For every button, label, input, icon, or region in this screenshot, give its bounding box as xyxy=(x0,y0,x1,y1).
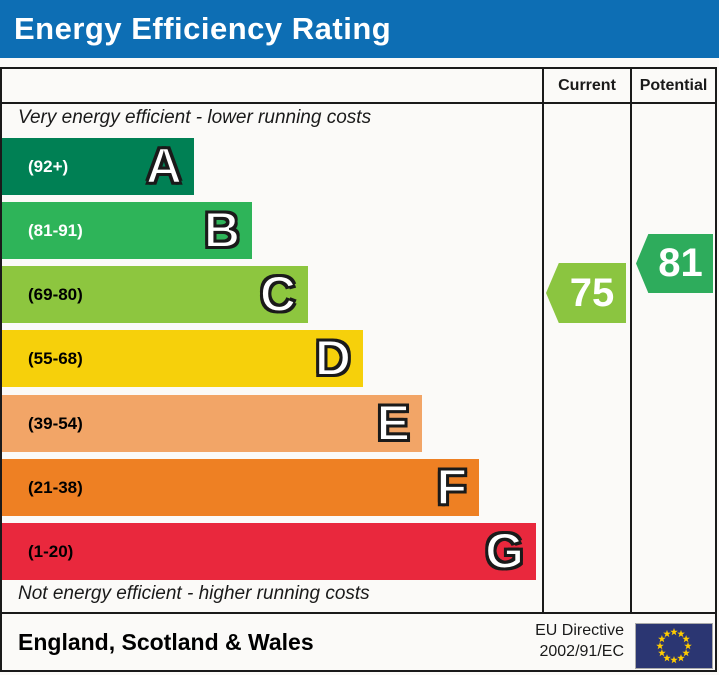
band-d-letter: D xyxy=(314,329,352,387)
potential-rating-arrow: 81 xyxy=(636,234,713,293)
current-column-divider xyxy=(542,69,544,612)
page-title: Energy Efficiency Rating xyxy=(14,11,392,46)
current-rating-arrow: 75 xyxy=(546,263,626,323)
eu-directive-line1: EU Directive xyxy=(535,622,624,639)
potential-column-divider xyxy=(630,69,632,612)
band-c-letter: C xyxy=(259,265,297,323)
band-c-range: (69-80) xyxy=(28,285,83,304)
current-column-header: Current xyxy=(558,77,616,94)
band-f: (21-38) F xyxy=(2,458,479,516)
header-divider xyxy=(2,102,715,104)
current-rating-value: 75 xyxy=(569,270,615,315)
band-f-letter: F xyxy=(435,458,468,516)
band-e-range: (39-54) xyxy=(28,414,83,433)
eu-directive-line2: 2002/91/EC xyxy=(539,643,624,660)
title-bar: Energy Efficiency Rating xyxy=(0,0,719,58)
band-a-range: (92+) xyxy=(28,157,69,176)
band-a-letter: A xyxy=(145,137,183,195)
potential-rating-value: 81 xyxy=(658,241,703,285)
band-e: (39-54) E xyxy=(2,394,422,452)
band-g-range: (1-20) xyxy=(28,542,74,561)
band-d-range: (55-68) xyxy=(28,349,83,368)
potential-column-header: Potential xyxy=(639,77,708,94)
caption-very-efficient: Very energy efficient - lower running co… xyxy=(18,107,372,128)
band-g: (1-20) G xyxy=(2,522,536,580)
band-g-letter: G xyxy=(484,522,525,580)
eu-flag-icon xyxy=(635,623,713,669)
band-d: (55-68) D xyxy=(2,329,363,387)
caption-not-efficient: Not energy efficient - higher running co… xyxy=(18,583,370,604)
band-b-range: (81-91) xyxy=(28,221,83,240)
region-label: England, Scotland & Wales xyxy=(18,629,314,655)
band-b: (81-91) B xyxy=(2,201,252,259)
footer-divider xyxy=(2,612,715,614)
band-c: (69-80) C xyxy=(2,265,308,323)
chart-frame: Current Potential Very energy efficient … xyxy=(0,67,717,672)
band-f-range: (21-38) xyxy=(28,478,83,497)
eu-directive-label: EU Directive 2002/91/EC xyxy=(535,620,624,662)
band-b-letter: B xyxy=(203,201,241,259)
band-e-letter: E xyxy=(376,394,411,452)
band-a: (92+) A xyxy=(2,137,194,195)
